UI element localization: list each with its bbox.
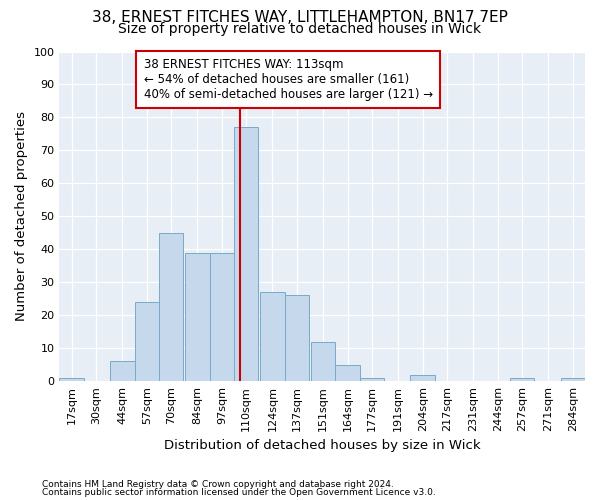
Bar (260, 292, 284, 381)
Bar (134, 302, 159, 381)
Text: Size of property relative to detached houses in Wick: Size of property relative to detached ho… (118, 22, 482, 36)
Bar (59, 378, 84, 381)
Bar (311, 342, 335, 381)
Bar (510, 378, 535, 381)
Bar (560, 378, 585, 381)
Bar (159, 233, 184, 381)
Bar (234, 128, 259, 381)
Text: Contains public sector information licensed under the Open Government Licence v3: Contains public sector information licen… (42, 488, 436, 497)
Bar (110, 362, 134, 381)
Text: Contains HM Land Registry data © Crown copyright and database right 2024.: Contains HM Land Registry data © Crown c… (42, 480, 394, 489)
Text: 38, ERNEST FITCHES WAY, LITTLEHAMPTON, BN17 7EP: 38, ERNEST FITCHES WAY, LITTLEHAMPTON, B… (92, 10, 508, 25)
Bar (335, 364, 360, 381)
Bar (360, 378, 384, 381)
Bar (410, 374, 435, 381)
Y-axis label: Number of detached properties: Number of detached properties (15, 112, 28, 322)
Bar (209, 252, 234, 381)
Bar (284, 296, 309, 381)
Text: 38 ERNEST FITCHES WAY: 113sqm
← 54% of detached houses are smaller (161)
40% of : 38 ERNEST FITCHES WAY: 113sqm ← 54% of d… (143, 58, 433, 101)
Bar (185, 252, 209, 381)
X-axis label: Distribution of detached houses by size in Wick: Distribution of detached houses by size … (164, 440, 481, 452)
